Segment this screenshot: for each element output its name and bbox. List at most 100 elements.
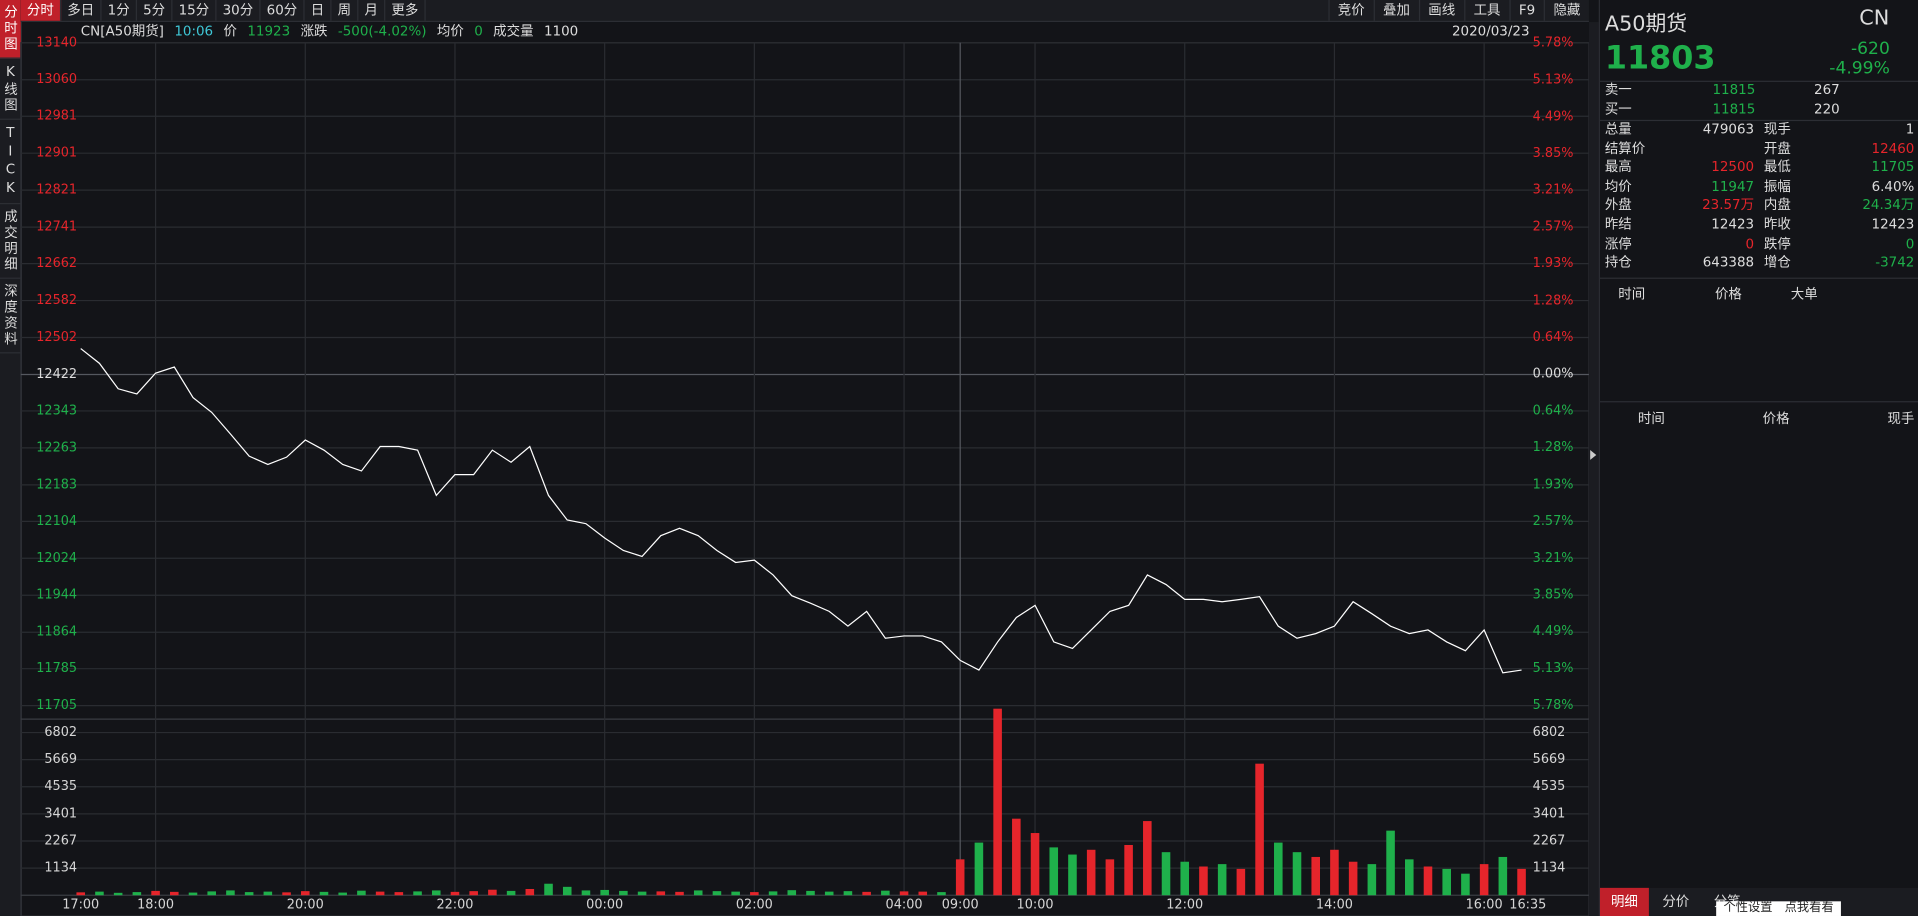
quote-name: A50期货 <box>1604 12 1688 37</box>
side-tab[interactable]: TICK <box>0 120 21 205</box>
volume-bar <box>431 890 441 896</box>
y2-tick-label: 1.28% <box>1533 293 1574 308</box>
column-head: 时间 <box>1637 410 1665 427</box>
volume-tick-label: 6802 <box>1533 725 1566 740</box>
volume-bar <box>1161 852 1171 896</box>
symbol: CN[A50期货] <box>80 23 164 40</box>
chart: 13140 13060 12981 12901 12821 12741 12662 12582… <box>20 35 1590 916</box>
y-tick-label: 12263 <box>36 440 77 455</box>
y-tick-label: 13140 <box>36 35 77 50</box>
label: 现手 <box>1763 121 1791 137</box>
side-tab[interactable]: 深度资料 <box>0 279 21 354</box>
y2-tick-label: 0.64% <box>1533 330 1574 345</box>
volume-tick-label: 4535 <box>44 779 77 794</box>
period-tab[interactable]: 日 <box>305 0 332 21</box>
stat-row: 结算价 开盘 12460 <box>1600 139 1918 159</box>
collapse-bar[interactable] <box>1588 22 1599 916</box>
volume-bar <box>1030 833 1040 896</box>
volume-bar <box>656 891 666 896</box>
value: 12423 <box>1871 216 1915 233</box>
volume-bar <box>132 892 142 896</box>
tool-tab[interactable]: F9 <box>1509 0 1544 21</box>
stat-row: 最高 12500 最低 11705 <box>1600 158 1918 178</box>
market: CN <box>1859 6 1890 31</box>
popup-link[interactable]: 个性设置 <box>1723 901 1773 915</box>
bottom-tab[interactable]: 分价 <box>1662 893 1690 910</box>
value: 0 <box>1745 235 1755 252</box>
volume-tick-label: 5669 <box>1533 752 1566 767</box>
side-tab[interactable]: K线图 <box>0 59 21 120</box>
x-tick-label: 17:00 <box>62 897 99 912</box>
y2-tick-label: 1.28% <box>1533 440 1574 455</box>
label: 增仓 <box>1763 254 1791 271</box>
y-tick-label: 12024 <box>36 551 77 566</box>
period-tab[interactable]: 1分 <box>102 0 137 21</box>
tool-tab[interactable]: 竞价 <box>1328 0 1373 21</box>
y-tick-label: 12582 <box>36 293 77 308</box>
value: -3742 <box>1875 254 1915 271</box>
period-tab[interactable]: 15分 <box>172 0 217 21</box>
volume-bar <box>244 892 254 896</box>
label: 持仓 <box>1604 254 1632 271</box>
side-tab[interactable]: 分时图 <box>0 0 21 59</box>
column-head: 价格 <box>1762 410 1790 427</box>
volume-bar <box>600 889 609 896</box>
volume-bar <box>824 891 834 896</box>
value: 12423 <box>1711 216 1755 233</box>
y2-tick-label: 3.21% <box>1533 183 1574 198</box>
y2-tick-label: 5.13% <box>1533 73 1574 88</box>
volume-bar <box>1479 864 1489 896</box>
volume-tick-label: 2267 <box>1533 833 1566 848</box>
period-tabs: 分时 多日 1分 5分 15分 30分 60分日周月更多 竞价 叠加 画线 工具 F9 隐藏 <box>20 0 1589 23</box>
label: 均价 <box>436 23 464 40</box>
volume-bar <box>1255 763 1264 896</box>
period-tab[interactable]: 多日 <box>61 0 102 21</box>
tool-tab[interactable]: 工具 <box>1463 0 1509 21</box>
period-tab[interactable]: 30分 <box>217 0 261 21</box>
value: 12460 <box>1871 140 1915 157</box>
y2-tick-label: 3.21% <box>1533 551 1574 566</box>
volume-bar <box>1517 868 1526 896</box>
period-tab[interactable]: 5分 <box>137 0 173 21</box>
tool-tab[interactable]: 隐藏 <box>1543 0 1589 21</box>
price: 11815 <box>1712 101 1756 118</box>
volume-bar <box>207 891 216 896</box>
label: 均价 <box>1604 178 1632 195</box>
volume-bar <box>1086 849 1096 896</box>
x-tick-label: 10:00 <box>1017 897 1054 912</box>
y-tick-label: 12821 <box>36 183 77 198</box>
label: 买一 <box>1604 101 1632 118</box>
period-tab[interactable]: 月 <box>358 0 386 21</box>
period-tab[interactable]: 更多 <box>385 0 426 21</box>
value: 479063 <box>1702 121 1755 137</box>
x-tick-label: 16:00 <box>1466 897 1503 912</box>
period-tab[interactable]: 60分 <box>261 0 305 21</box>
y2-tick-label: 2.57% <box>1533 219 1574 234</box>
bottom-tab[interactable]: 明细 <box>1599 887 1649 916</box>
tool-tab[interactable]: 画线 <box>1418 0 1464 21</box>
column-head: 价格 <box>1714 286 1742 303</box>
last-price: 11803 <box>1604 40 1716 78</box>
popup[interactable]: 个性设置 点我看看 <box>1716 901 1841 916</box>
book-row: 卖一 11815 267 <box>1600 81 1918 101</box>
period-tab[interactable]: 分时 <box>20 0 62 21</box>
side-tab[interactable]: 成交明细 <box>0 204 21 279</box>
popup-link[interactable]: 点我看看 <box>1784 901 1834 915</box>
volume-bar <box>1348 861 1358 896</box>
stat-row: 外盘 23.57万 内盘 24.34万 <box>1600 196 1918 216</box>
x-tick-label: 14:00 <box>1316 897 1353 912</box>
x-tick-label: 00:00 <box>586 897 623 912</box>
volume-bar <box>506 890 516 896</box>
label: 跌停 <box>1763 235 1791 252</box>
x-tick-label: 04:00 <box>886 897 923 912</box>
volume-tick-label: 3401 <box>1533 806 1566 821</box>
volume-bar <box>731 891 740 896</box>
period-tab[interactable]: 周 <box>331 0 359 21</box>
volume-bar <box>263 891 273 896</box>
volume-bar <box>1068 854 1077 896</box>
volume-bar <box>1180 861 1190 896</box>
tool-tab[interactable]: 叠加 <box>1373 0 1418 21</box>
volume-bar <box>619 890 628 896</box>
volume-bar <box>469 891 478 896</box>
value: 6.40% <box>1871 178 1915 195</box>
